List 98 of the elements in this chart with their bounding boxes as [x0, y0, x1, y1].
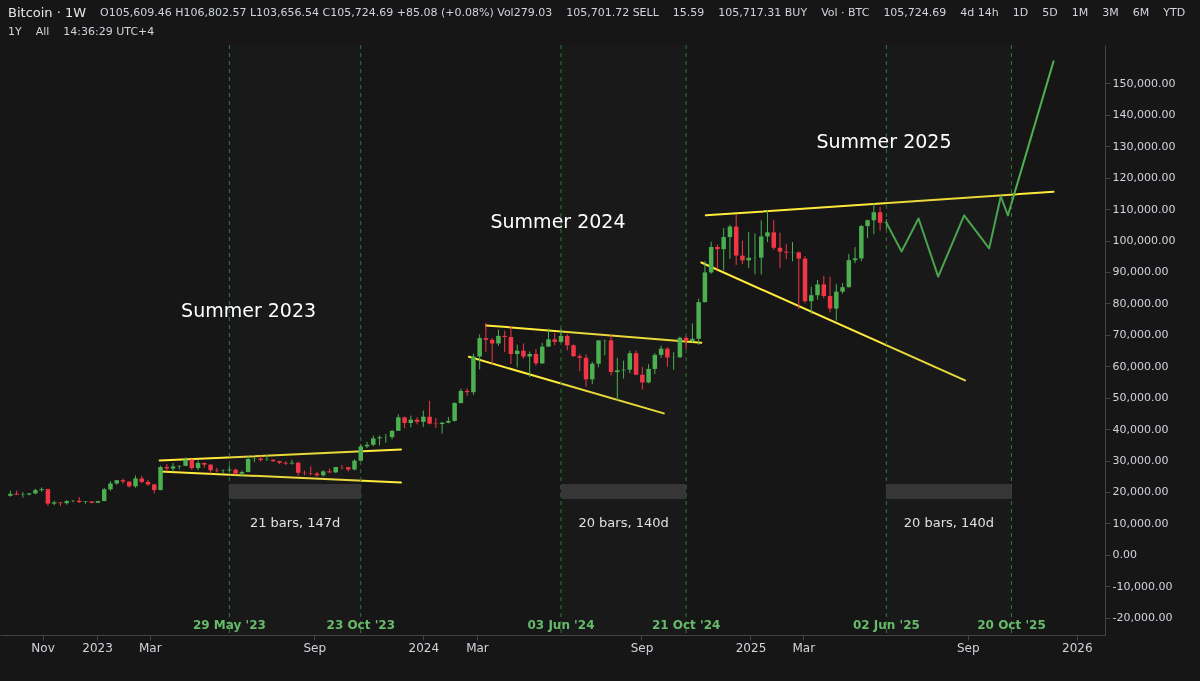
candlestick	[758, 219, 764, 275]
candlestick	[721, 227, 726, 271]
candlestick	[477, 333, 482, 370]
candlestick	[527, 350, 532, 378]
text: O105,609.46 H106,802.57 L103,656.54 C105,724.69 +85.08 (+0.08%) Vol279.03	[100, 5, 553, 19]
y-tick-label: -20,000.00	[1112, 611, 1173, 625]
candlestick	[170, 462, 176, 472]
x-tick-label: Mar	[138, 640, 162, 655]
candlestick	[615, 357, 620, 402]
candlestick	[715, 244, 720, 270]
x-tick-label: 2024	[408, 640, 440, 655]
candlestick	[765, 209, 770, 243]
candlestick	[771, 219, 776, 251]
candlestick	[20, 491, 26, 499]
text: 1D	[1012, 5, 1029, 19]
annotation: Summer 2025	[816, 130, 952, 153]
x-tick-label: 2026	[1061, 640, 1093, 655]
candlestick	[239, 470, 245, 478]
candlestick	[815, 279, 820, 301]
text: 5D	[1042, 5, 1058, 19]
y-tick-label: 30,000.00	[1112, 454, 1169, 468]
y-tick-label: 150,000.00	[1112, 76, 1176, 90]
y-tick-label: -10,000.00	[1112, 579, 1173, 593]
candlestick	[877, 206, 883, 232]
candlestick	[158, 465, 163, 491]
text: Vol · BTC	[821, 5, 870, 19]
candlestick	[590, 361, 595, 385]
y-tick-label: 50,000.00	[1112, 391, 1169, 405]
candlestick	[852, 246, 858, 264]
candlestick	[452, 401, 457, 423]
text: 15.59	[672, 5, 705, 19]
candlestick	[640, 366, 645, 391]
candlestick	[596, 339, 601, 368]
candlestick	[665, 346, 670, 368]
candlestick	[690, 323, 695, 344]
y-tick-label: 40,000.00	[1112, 422, 1169, 436]
candlestick	[633, 350, 639, 376]
ref-line-label: 20 Oct '25	[977, 618, 1046, 632]
y-tick-label: 60,000.00	[1112, 359, 1169, 373]
candlestick	[83, 500, 88, 505]
candlestick	[834, 283, 839, 322]
candlestick	[120, 478, 126, 485]
text: 105,724.69	[883, 5, 947, 19]
y-tick-label: 10,000.00	[1112, 516, 1169, 530]
y-tick-label: 100,000.00	[1112, 234, 1176, 248]
y-tick-label: 0.00	[1112, 548, 1137, 562]
y-tick-label: 140,000.00	[1112, 108, 1176, 122]
text: 6M	[1132, 5, 1150, 19]
y-tick-label: 80,000.00	[1112, 296, 1169, 310]
candlestick	[740, 240, 745, 265]
text: 14:36:29 UTC+4	[63, 24, 155, 38]
y-tick-label: 130,000.00	[1112, 139, 1176, 153]
ref-line-label: 23 Oct '23	[326, 618, 396, 632]
x-tick-label: Sep	[956, 640, 980, 655]
text: 105,701.72 SELL	[566, 5, 659, 19]
band-label: 20 bars, 140d	[578, 514, 669, 530]
annotation: Summer 2024	[490, 210, 626, 232]
x-tick-label: 2023	[82, 640, 113, 655]
candlestick	[796, 251, 802, 310]
y-tick-label: 90,000.00	[1112, 265, 1169, 279]
candlestick	[827, 276, 833, 313]
text: 1Y	[8, 24, 22, 38]
y-tick-label: 120,000.00	[1112, 171, 1176, 185]
text: 105,717.31 BUY	[718, 5, 808, 19]
text: 1M	[1071, 5, 1089, 19]
ref-line-label: 21 Oct '24	[651, 618, 721, 632]
candlestick	[483, 322, 489, 353]
candlestick	[220, 468, 226, 475]
ref-line-label: 02 Jun '25	[852, 618, 920, 632]
candlestick	[809, 286, 814, 315]
y-tick-label: 70,000.00	[1112, 328, 1169, 342]
text: 3M	[1102, 5, 1119, 19]
candlestick	[289, 459, 295, 466]
candlestick	[646, 363, 651, 384]
ref-line-label: 29 May '23	[192, 618, 266, 632]
x-tick-label: 2025	[735, 640, 767, 655]
x-tick-label: Sep	[630, 640, 654, 655]
x-tick-label: Sep	[303, 640, 327, 655]
x-tick-label: Mar	[466, 640, 489, 655]
candlestick	[502, 330, 507, 353]
y-tick-label: 20,000.00	[1112, 485, 1169, 499]
candlestick	[39, 486, 44, 493]
chart-title: Bitcoin · 1W	[8, 4, 87, 20]
y-tick-label: 110,000.00	[1112, 202, 1176, 216]
x-tick-label: Mar	[792, 640, 816, 655]
candlestick	[746, 231, 751, 269]
text: 4d 14h	[960, 5, 999, 19]
ref-line-label: 03 Jun '24	[527, 618, 595, 632]
candlestick	[790, 241, 795, 262]
x-tick-label: Nov	[31, 640, 55, 655]
candlestick	[821, 275, 827, 299]
text: YTD	[1163, 5, 1186, 19]
candlestick	[627, 350, 633, 374]
candlestick	[784, 243, 789, 260]
annotation: Summer 2023	[181, 298, 317, 321]
band-label: 21 bars, 147d	[249, 514, 341, 530]
band-label: 20 bars, 140d	[903, 514, 995, 530]
text: All	[35, 24, 50, 38]
